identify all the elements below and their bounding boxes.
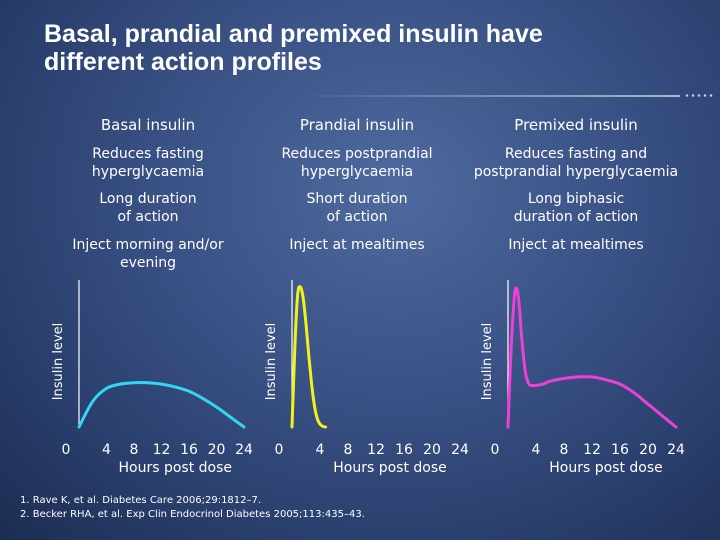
prandial-injection: Inject at mealtimes (289, 237, 425, 253)
basal-x-tick-0: 0 (62, 442, 71, 458)
prandial-x-tick-12: 12 (367, 442, 385, 458)
prandial-x-tick-16: 16 (395, 442, 413, 458)
premixed-x-tick-12: 12 (583, 442, 601, 458)
slide-title: Basal, prandial and premixed insulin hav… (44, 20, 684, 76)
basal-x-tick-24: 24 (235, 442, 253, 458)
prandial-x-tick-0: 0 (275, 442, 284, 458)
premixed-effect: Reduces fasting and postprandial hypergly… (473, 146, 679, 180)
basal-x-tick-12: 12 (153, 442, 171, 458)
prandial-x-tick-8: 8 (344, 442, 353, 458)
prandial-x-axis-label: Hours post dose (333, 460, 447, 476)
basal-duration: Long duration of action (99, 191, 197, 225)
premixed-x-tick-20: 20 (639, 442, 657, 458)
prandial-y-axis-label: Insulin level (264, 323, 279, 401)
premixed-injection: Inject at mealtimes (508, 237, 644, 253)
prandial-x-tick-4: 4 (316, 442, 325, 458)
premixed-y-axis-label: Insulin level (480, 323, 495, 401)
prandial-effect: Reduces postprandial hyperglycaemia (281, 146, 433, 180)
basal-x-tick-8: 8 (130, 442, 139, 458)
premixed-x-tick-4: 4 (532, 442, 541, 458)
reference-1: 1. Rave K, et al. Diabetes Care 2006;29:… (20, 495, 262, 506)
basal-effect: Reduces fasting hyperglycaemia (91, 146, 205, 180)
basal-profile-line (77, 380, 246, 429)
basal-injection: Inject morning and/or evening (72, 237, 224, 271)
premixed-x-tick-24: 24 (667, 442, 685, 458)
basal-heading: Basal insulin (100, 116, 196, 134)
premixed-x-tick-0: 0 (491, 442, 500, 458)
premixed-profile-line (506, 286, 678, 429)
title-divider-dots (684, 94, 714, 97)
prandial-x-tick-20: 20 (423, 442, 441, 458)
slide-title-line-2: different action profiles (44, 48, 322, 76)
title-divider (300, 95, 680, 97)
prandial-x-tick-24: 24 (451, 442, 469, 458)
prandial-duration: Short duration of action (306, 191, 408, 225)
prandial-profile-line (290, 285, 328, 429)
basal-x-axis-label: Hours post dose (118, 460, 232, 476)
basal-y-axis-label: Insulin level (51, 323, 66, 401)
basal-x-tick-20: 20 (208, 442, 226, 458)
slide-title-line-1: Basal, prandial and premixed insulin hav… (44, 20, 543, 48)
prandial-heading: Prandial insulin (299, 116, 415, 134)
basal-x-tick-4: 4 (102, 442, 111, 458)
premixed-x-tick-8: 8 (560, 442, 569, 458)
reference-2: 2. Becker RHA, et al. Exp Clin Endocrino… (20, 509, 365, 520)
premixed-duration: Long biphasic duration of action (513, 191, 639, 225)
references: 1. Rave K, et al. Diabetes Care 2006;29:… (20, 494, 365, 522)
premixed-heading: Premixed insulin (514, 116, 638, 134)
premixed-x-axis-label: Hours post dose (549, 460, 663, 476)
basal-x-tick-16: 16 (180, 442, 198, 458)
premixed-x-tick-16: 16 (611, 442, 629, 458)
